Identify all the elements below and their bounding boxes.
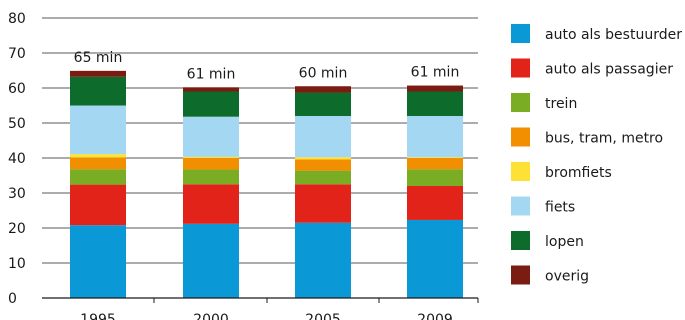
labels: 0 10 20 30 40 50 60 70 80 65 min 1995 61 min 2000 60 … [8,11,459,320]
legend-label: bromfiets [545,165,612,181]
x-tick-label: 2005 [305,312,341,320]
legend-label: bus, tram, metro [545,131,663,147]
legend-label: trein [545,96,577,112]
axes [42,297,479,303]
bar-total-label: 61 min [411,65,460,81]
legend-swatch [511,265,530,285]
y-tick-label: 40 [8,151,26,167]
y-tick-label: 80 [8,11,26,27]
bar-total-label: 61 min [187,66,236,82]
legend-label: auto als passagier [545,62,673,78]
x-tick-label: 2009 [417,312,453,320]
bar-segment [295,116,351,158]
bar-segment [295,86,351,93]
bar-segment [70,70,126,77]
bar-segment [295,222,351,298]
bar-segment [407,116,463,158]
legend-swatch [511,231,530,250]
bar-segment [70,225,126,298]
legend-swatch [511,196,530,216]
bar-segment [70,76,126,106]
bar-segment [183,91,239,117]
bar-segment [183,223,239,298]
bar-segment [183,169,239,185]
bar-total-label: 60 min [299,65,348,81]
y-tick-label: 30 [8,186,26,202]
bar-segment [407,85,463,92]
legend: auto als bestuurder auto als passagier tre… [511,24,682,285]
bar-segment [183,156,239,158]
legend-swatch [511,127,530,147]
bar-segment [70,154,126,158]
bar-segment [295,157,351,160]
bar-segment [407,158,463,170]
bar-segment [407,91,463,116]
y-tick-label: 70 [8,46,26,62]
bar-segment [183,184,239,224]
y-tick-label: 0 [8,291,17,307]
y-tick-label: 10 [8,256,26,272]
bar-segment [295,159,351,171]
legend-label: auto als bestuurder [545,27,682,43]
bar-segment [295,170,351,185]
bar-segment [407,169,463,186]
legend-label: lopen [545,234,584,250]
bar-segment [407,219,463,298]
bar-segment [407,157,463,158]
legend-swatch [511,24,530,43]
bar-segment [70,169,126,185]
bar-segment [295,92,351,116]
y-tick-label: 20 [8,221,26,237]
bar-segment [70,184,126,226]
bar-segment [295,184,351,223]
legend-swatch [511,58,530,78]
legend-swatch [511,93,530,112]
bar-segment [183,116,239,157]
bars [70,70,463,298]
bar-segment [70,157,126,170]
bar-segment [70,105,126,155]
legend-label: overig [545,269,589,285]
bar-segment [183,87,239,92]
bar-segment [183,158,239,170]
y-tick-label: 60 [8,81,26,97]
y-tick-label: 50 [8,116,26,132]
legend-label: fiets [545,200,575,216]
x-tick-label: 1995 [80,312,116,320]
bar-total-label: 65 min [74,50,123,66]
x-tick-label: 2000 [193,312,229,320]
bar-segment [407,186,463,220]
legend-swatch [511,162,530,181]
